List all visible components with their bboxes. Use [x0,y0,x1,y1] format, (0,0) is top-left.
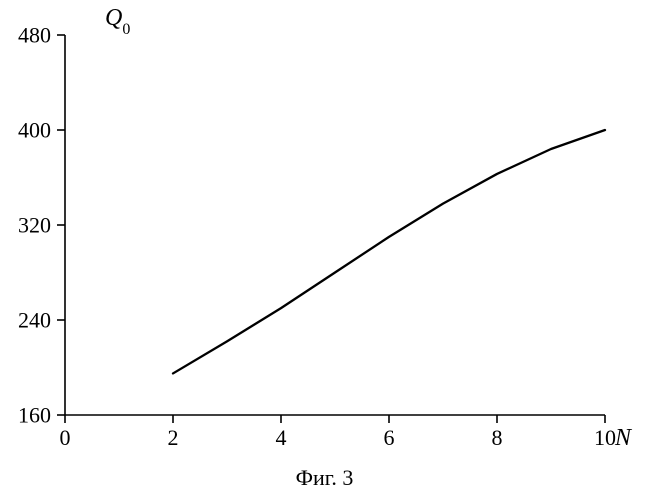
y-tick-label: 480 [18,23,51,48]
x-axis-title: N [614,425,633,451]
x-tick-label: 4 [276,425,287,450]
y-tick-label: 400 [18,118,51,143]
y-tick-label: 240 [18,308,51,333]
x-tick-label: 2 [168,425,179,450]
x-tick-label: 0 [60,425,71,450]
y-tick-label: 160 [18,403,51,428]
y-tick-label: 320 [18,213,51,238]
figure-caption: Фиг. 3 [296,465,354,490]
x-tick-label: 6 [384,425,395,450]
figure-container: 0246810160240320400480Q0N Фиг. 3 [0,0,649,500]
x-tick-label: 8 [492,425,503,450]
chart-svg: 0246810160240320400480Q0N [0,0,649,470]
x-tick-label: 10 [594,425,616,450]
chart-background [0,0,649,470]
